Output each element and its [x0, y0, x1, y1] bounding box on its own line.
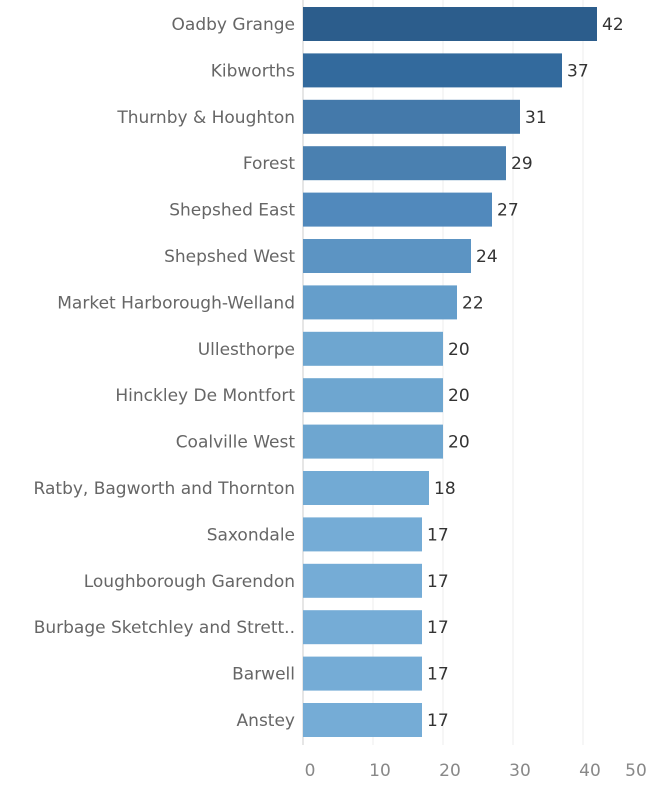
y-tick-label: Shepshed East — [169, 201, 295, 221]
value-label: 20 — [448, 433, 470, 453]
value-label: 20 — [448, 386, 470, 406]
value-label: 31 — [525, 108, 547, 128]
value-label: 22 — [462, 293, 484, 313]
bar — [303, 192, 492, 227]
bar — [303, 285, 457, 320]
value-label: 17 — [427, 711, 449, 731]
value-label: 18 — [434, 479, 456, 499]
y-tick-label: Loughborough Garendon — [84, 572, 295, 592]
x-tick-label: 40 — [579, 761, 601, 781]
y-tick-label: Thurnby & Houghton — [116, 108, 295, 128]
bar — [303, 146, 506, 181]
x-tick-label: 30 — [509, 761, 531, 781]
bar — [303, 656, 422, 691]
y-tick-label: Ratby, Bagworth and Thornton — [34, 479, 295, 499]
bar — [303, 563, 422, 598]
bar — [303, 239, 471, 273]
value-label: 42 — [602, 15, 624, 35]
y-tick-label: Ullesthorpe — [198, 340, 295, 360]
bar — [303, 331, 443, 366]
bar — [303, 610, 422, 645]
bar — [303, 703, 422, 737]
value-label: 29 — [511, 154, 533, 174]
y-tick-label: Market Harborough-Welland — [57, 293, 295, 313]
y-tick-label: Coalville West — [176, 433, 296, 453]
y-tick-label: Shepshed West — [164, 247, 295, 267]
value-label: 17 — [427, 618, 449, 638]
y-tick-label: Barwell — [232, 665, 295, 685]
bar — [303, 424, 443, 459]
value-label: 17 — [427, 665, 449, 685]
x-tick-label: 20 — [439, 761, 461, 781]
bar — [303, 471, 429, 505]
bar — [303, 99, 520, 134]
value-label: 17 — [427, 525, 449, 545]
x-tick-label: 0 — [305, 761, 316, 781]
y-tick-label: Forest — [243, 154, 296, 174]
y-tick-label: Kibworths — [211, 61, 295, 81]
value-label: 27 — [497, 201, 519, 221]
y-tick-label: Burbage Sketchley and Strett.. — [34, 618, 295, 638]
y-tick-label: Anstey — [237, 711, 295, 731]
bar — [303, 378, 443, 413]
y-tick-label: Saxondale — [207, 525, 295, 545]
bar — [303, 53, 562, 88]
value-label: 20 — [448, 340, 470, 360]
y-tick-label: Oadby Grange — [172, 15, 295, 35]
value-label: 37 — [567, 61, 589, 81]
y-tick-label: Hinckley De Montfort — [115, 386, 295, 406]
bar — [303, 517, 422, 552]
x-tick-label: 10 — [369, 761, 391, 781]
bar — [303, 7, 597, 41]
value-label: 17 — [427, 572, 449, 592]
x-tick-label: 50 — [625, 761, 647, 781]
value-label: 24 — [476, 247, 498, 267]
